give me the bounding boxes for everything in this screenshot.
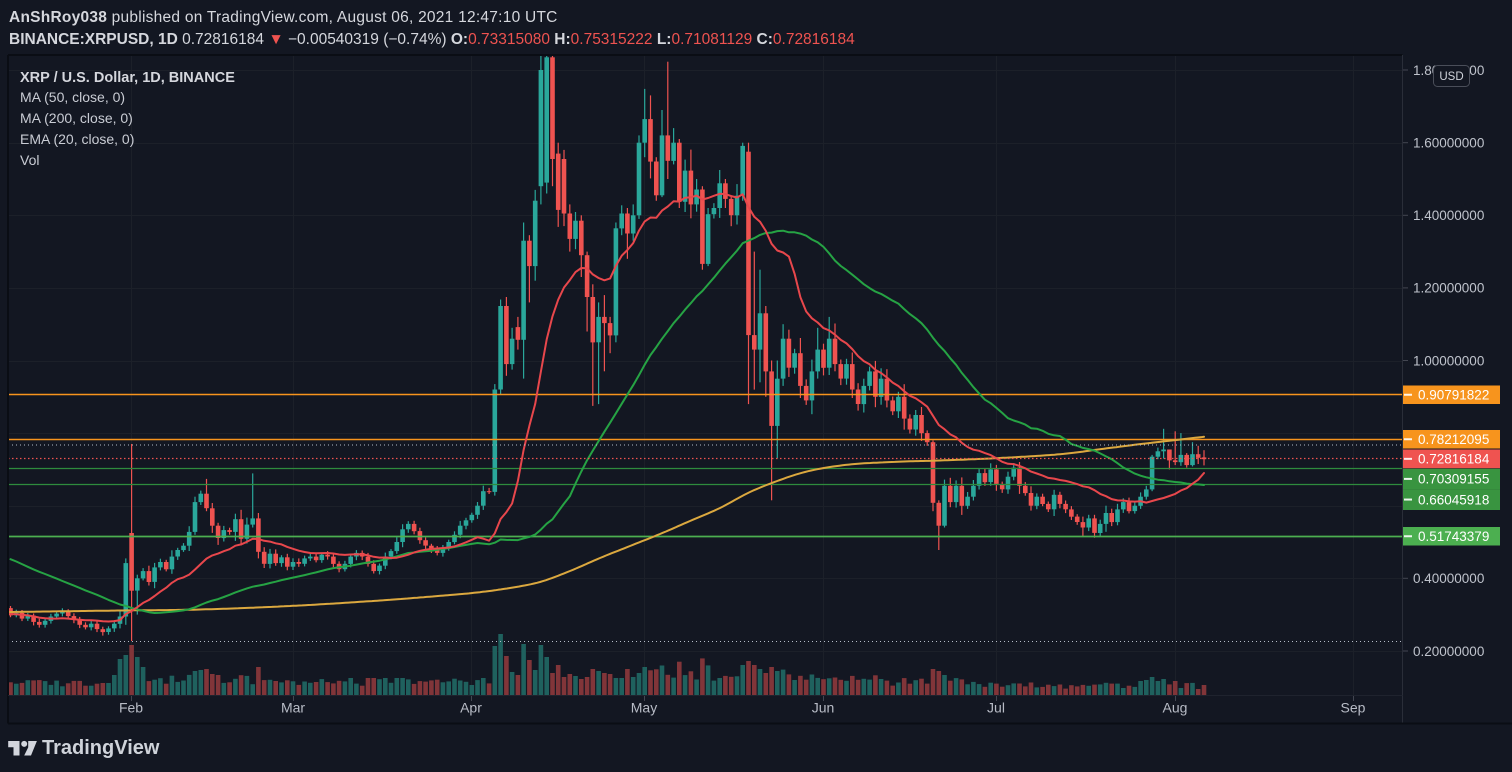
svg-text:USD: USD: [1439, 71, 1463, 83]
svg-text:0.20000000: 0.20000000: [1413, 644, 1484, 659]
svg-text:EMA (20, close, 0): EMA (20, close, 0): [20, 131, 134, 147]
svg-text:0.51743379: 0.51743379: [1418, 529, 1489, 544]
svg-text:1.60000000: 1.60000000: [1413, 136, 1484, 151]
svg-text:XRP / U.S. Dollar, 1D, BINANCE: XRP / U.S. Dollar, 1D, BINANCE: [20, 70, 235, 86]
svg-text:MA (200, close, 0): MA (200, close, 0): [20, 110, 133, 126]
svg-text:0.90791822: 0.90791822: [1418, 388, 1489, 403]
svg-text:BINANCE:XRPUSD, 1D 0.72816184: BINANCE:XRPUSD, 1D 0.72816184 ▼ −0.00540…: [9, 31, 855, 48]
svg-text:Feb: Feb: [119, 700, 143, 716]
svg-text:May: May: [631, 700, 657, 716]
svg-text:1.40000000: 1.40000000: [1413, 208, 1484, 223]
svg-text:Apr: Apr: [460, 700, 482, 716]
svg-text:TradingView: TradingView: [42, 737, 160, 759]
svg-text:MA (50, close, 0): MA (50, close, 0): [20, 89, 125, 105]
svg-text:1.20000000: 1.20000000: [1413, 281, 1484, 296]
svg-text:0.70309155: 0.70309155: [1418, 472, 1489, 487]
svg-text:0.72816184: 0.72816184: [1418, 452, 1490, 467]
svg-text:0.66045918: 0.66045918: [1418, 492, 1489, 507]
svg-text:1.00000000: 1.00000000: [1413, 353, 1484, 368]
svg-text:Jun: Jun: [812, 700, 835, 716]
svg-text:Aug: Aug: [1163, 700, 1188, 716]
svg-text:AnShRoy038 published on Tradin: AnShRoy038 published on TradingView.com,…: [9, 9, 558, 26]
svg-text:0.40000000: 0.40000000: [1413, 571, 1484, 586]
svg-text:0.78212095: 0.78212095: [1418, 432, 1489, 447]
svg-text:Sep: Sep: [1341, 700, 1366, 716]
svg-text:Mar: Mar: [281, 700, 305, 716]
svg-text:Jul: Jul: [987, 700, 1005, 716]
svg-text:Vol: Vol: [20, 152, 39, 168]
